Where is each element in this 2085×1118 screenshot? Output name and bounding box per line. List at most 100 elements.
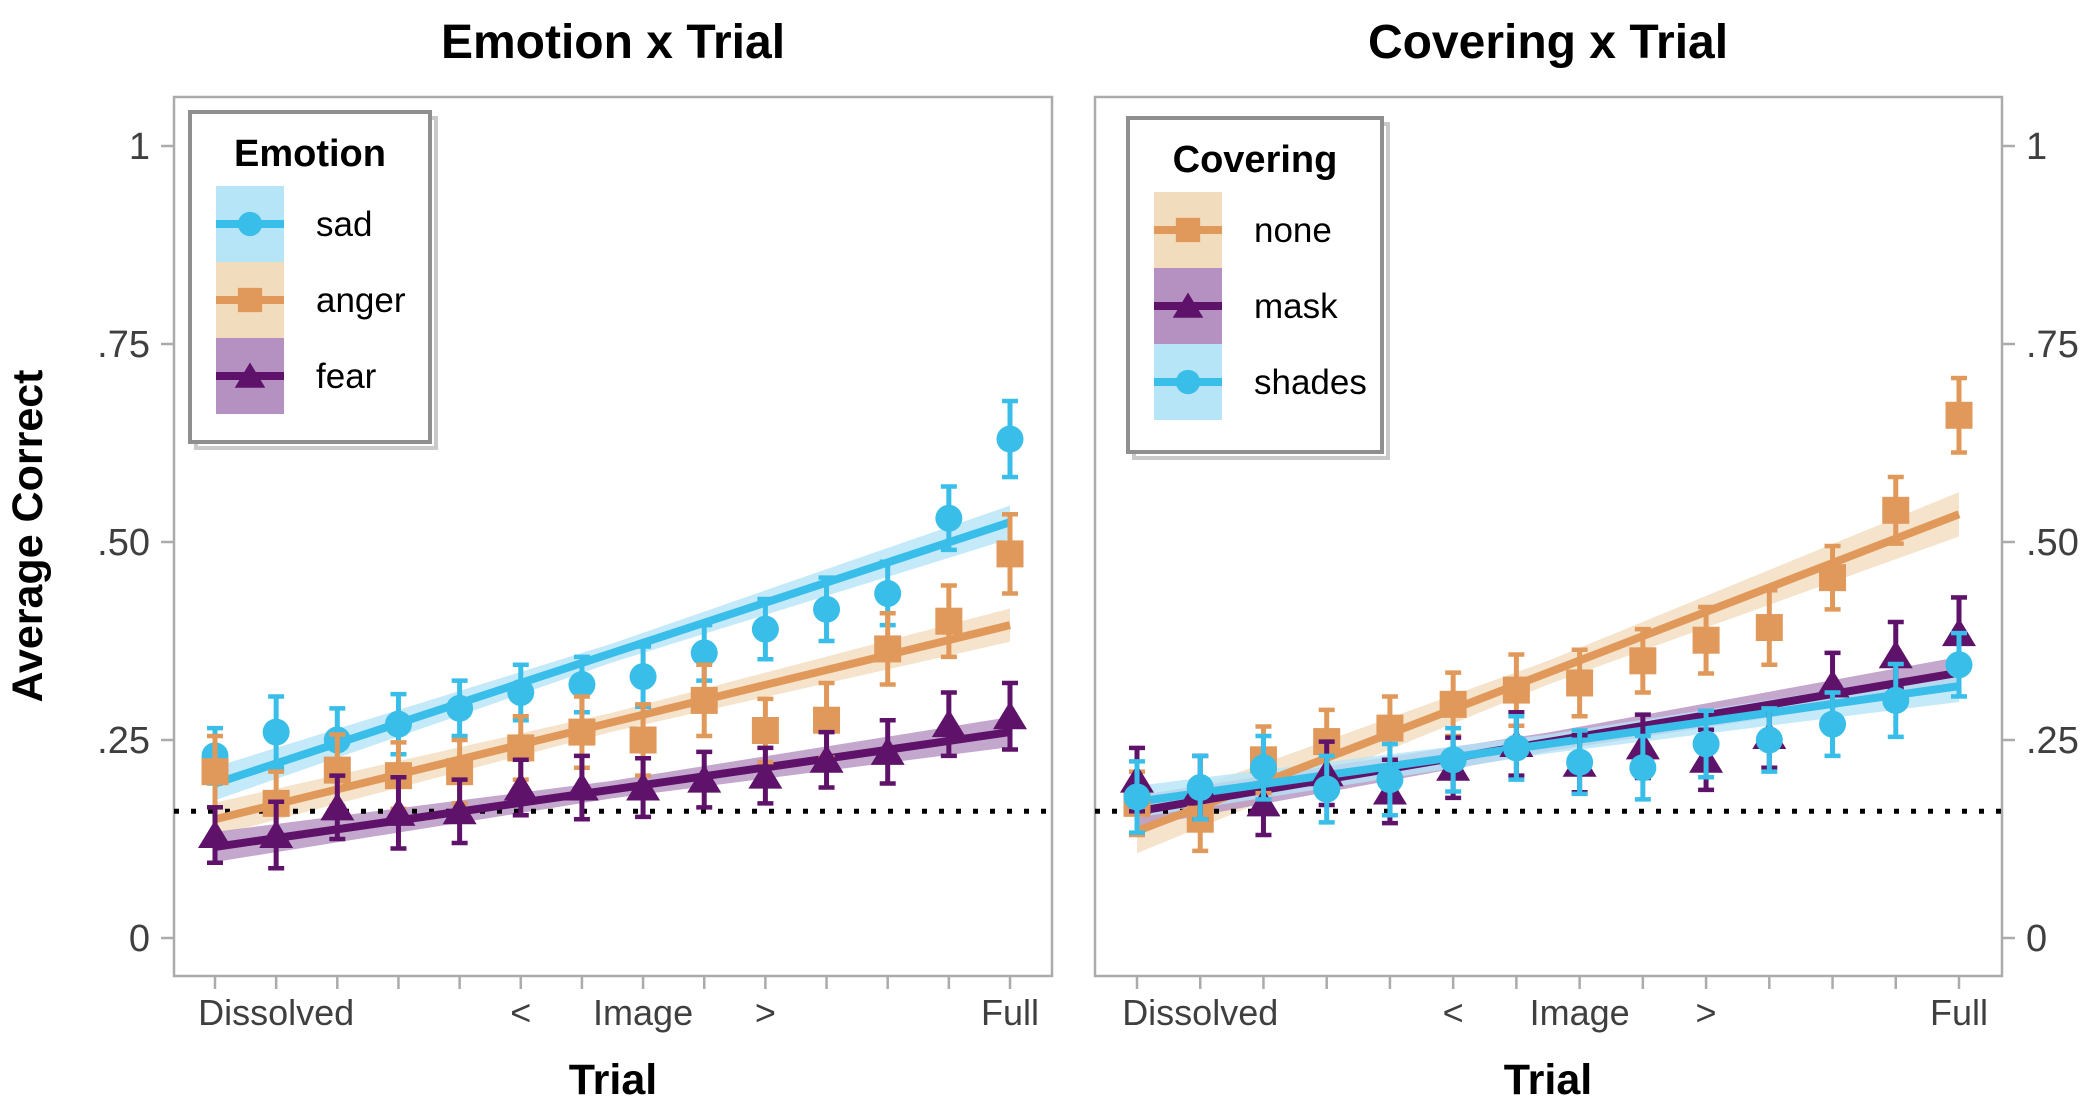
- data-point-shades: [1186, 774, 1214, 802]
- y-tick-label: .25: [2026, 720, 2079, 762]
- data-point-shades: [1945, 651, 1973, 679]
- data-point-anger: [201, 758, 229, 786]
- legend-key-marker-triangle: [1172, 292, 1204, 318]
- data-point-fear: [993, 701, 1027, 730]
- data-point-none: [1439, 690, 1467, 718]
- data-point-shades: [1502, 734, 1530, 762]
- legend-entry-anger: anger: [216, 262, 406, 338]
- data-point-mask: [1878, 640, 1913, 669]
- data-point-sad: [384, 710, 412, 738]
- data-point-none: [1882, 496, 1910, 524]
- data-point-shades: [1313, 775, 1341, 803]
- x-axis-title-right: Trial: [1504, 1056, 1592, 1104]
- data-point-anger: [996, 540, 1024, 568]
- legend-entry-sad: sad: [216, 186, 372, 262]
- data-point-sad: [446, 694, 474, 722]
- data-point-fear: [503, 772, 538, 801]
- panel-right: 0 .25 .50 .75 1 Dissolved < Image > Full Covering n…: [1093, 95, 2079, 1033]
- data-point-sad: [568, 671, 596, 699]
- data-point-fear: [442, 796, 477, 825]
- data-point-sad: [690, 639, 718, 667]
- legend-entry-fear: fear: [216, 338, 377, 414]
- legend-key-marker-circle: [237, 211, 263, 237]
- data-point-mask: [1246, 788, 1281, 817]
- y-axis-title: Average Correct: [4, 370, 52, 703]
- y-tick-label: .75: [2026, 324, 2079, 366]
- legend-key-marker-square: [1175, 217, 1201, 243]
- legend-entry-label: shades: [1254, 363, 1367, 402]
- data-point-sad: [262, 718, 290, 746]
- x-tick-label: Full: [981, 992, 1039, 1033]
- x-tick-label: >: [755, 992, 776, 1033]
- data-point-fear: [564, 772, 599, 801]
- data-point-none: [1502, 676, 1530, 704]
- data-point-none: [1945, 401, 1973, 429]
- data-point-shades: [1819, 710, 1847, 738]
- data-point-none: [1692, 626, 1720, 654]
- data-point-sad: [935, 504, 963, 532]
- x-tick-label: Dissolved: [1122, 992, 1278, 1033]
- data-point-fear: [320, 792, 355, 821]
- legend-right: Covering none mask shades: [1126, 116, 1390, 460]
- y-tick-label: .75: [97, 324, 150, 366]
- series-points-shades: [1123, 630, 1973, 835]
- data-point-sad: [507, 678, 535, 706]
- data-point-shades: [1566, 748, 1594, 776]
- data-point-fear: [198, 820, 232, 849]
- legend-title: Covering: [1173, 139, 1338, 181]
- data-point-shades: [1249, 754, 1277, 782]
- data-point-sad: [629, 663, 657, 691]
- y-tick-label: 0: [129, 918, 150, 960]
- panel-border: [1093, 95, 2004, 978]
- data-point-fear: [931, 709, 966, 738]
- data-point-anger: [629, 726, 657, 754]
- y-tick-label: .25: [97, 720, 150, 762]
- data-point-anger: [813, 706, 841, 734]
- legend-key-marker-triangle: [234, 362, 266, 388]
- legend-left: Emotion sad anger fear: [188, 110, 438, 450]
- data-point-fear: [870, 736, 905, 765]
- y-tick-label: 1: [2026, 126, 2047, 168]
- data-point-shades: [1376, 766, 1404, 794]
- x-tick-label: <: [1443, 992, 1464, 1033]
- data-point-shades: [1755, 726, 1783, 754]
- legend-entry-label: mask: [1254, 287, 1338, 326]
- data-point-sad: [813, 595, 841, 623]
- data-point-fear: [748, 760, 783, 789]
- data-point-mask: [1815, 669, 1850, 698]
- data-point-anger: [568, 718, 596, 746]
- data-point-anger: [874, 635, 902, 663]
- legend-entry-label: fear: [316, 357, 377, 396]
- legend-entry-none: none: [1154, 192, 1332, 268]
- data-point-fear: [687, 764, 722, 793]
- right-panel-title: Covering x Trial: [1368, 16, 1728, 69]
- data-point-anger: [507, 734, 535, 762]
- data-point-anger: [690, 686, 718, 714]
- data-point-shades: [1629, 754, 1657, 782]
- data-point-none: [1819, 564, 1847, 592]
- trend-line-shades: [1136, 682, 1960, 806]
- data-point-shades: [1692, 730, 1720, 758]
- series-points-fear: [198, 680, 1027, 871]
- data-point-none: [1629, 647, 1657, 675]
- data-point-anger: [751, 716, 779, 744]
- legend-title: Emotion: [234, 133, 386, 175]
- data-point-sad: [751, 615, 779, 643]
- data-point-fear: [381, 797, 416, 826]
- legend-key-marker-square: [237, 287, 263, 313]
- data-point-fear: [259, 820, 294, 849]
- data-point-shades: [1439, 746, 1467, 774]
- data-point-shades: [1123, 783, 1151, 811]
- legend-entry-label: none: [1254, 211, 1332, 250]
- data-point-none: [1376, 714, 1404, 742]
- legend-entry-mask: mask: [1154, 268, 1338, 344]
- legend-entry-shades: shades: [1154, 344, 1367, 420]
- x-tick-label: Image: [1530, 992, 1630, 1033]
- data-point-none: [1755, 614, 1783, 642]
- data-point-fear: [809, 744, 844, 773]
- panel-left: 0 .25 .50 .75 1 Dissolved < Image > Full Emotion sa…: [97, 95, 1054, 1033]
- data-point-sad: [874, 579, 902, 607]
- legend-entry-label: sad: [316, 205, 372, 244]
- data-point-none: [1566, 669, 1594, 697]
